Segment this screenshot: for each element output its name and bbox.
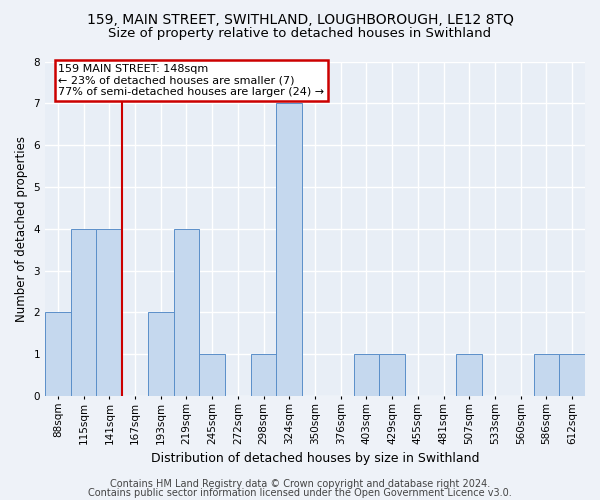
Bar — [353, 354, 379, 396]
Bar — [97, 228, 122, 396]
Bar — [199, 354, 225, 396]
Text: Size of property relative to detached houses in Swithland: Size of property relative to detached ho… — [109, 28, 491, 40]
Bar — [71, 228, 97, 396]
Text: 159 MAIN STREET: 148sqm
← 23% of detached houses are smaller (7)
77% of semi-det: 159 MAIN STREET: 148sqm ← 23% of detache… — [58, 64, 325, 97]
Bar — [173, 228, 199, 396]
Bar — [379, 354, 405, 396]
Bar — [148, 312, 173, 396]
Bar — [251, 354, 277, 396]
Bar — [533, 354, 559, 396]
Y-axis label: Number of detached properties: Number of detached properties — [15, 136, 28, 322]
Bar — [559, 354, 585, 396]
Bar — [457, 354, 482, 396]
Text: Contains public sector information licensed under the Open Government Licence v3: Contains public sector information licen… — [88, 488, 512, 498]
Text: Contains HM Land Registry data © Crown copyright and database right 2024.: Contains HM Land Registry data © Crown c… — [110, 479, 490, 489]
Bar — [45, 312, 71, 396]
X-axis label: Distribution of detached houses by size in Swithland: Distribution of detached houses by size … — [151, 452, 479, 465]
Text: 159, MAIN STREET, SWITHLAND, LOUGHBOROUGH, LE12 8TQ: 159, MAIN STREET, SWITHLAND, LOUGHBOROUG… — [86, 12, 514, 26]
Bar — [277, 104, 302, 396]
